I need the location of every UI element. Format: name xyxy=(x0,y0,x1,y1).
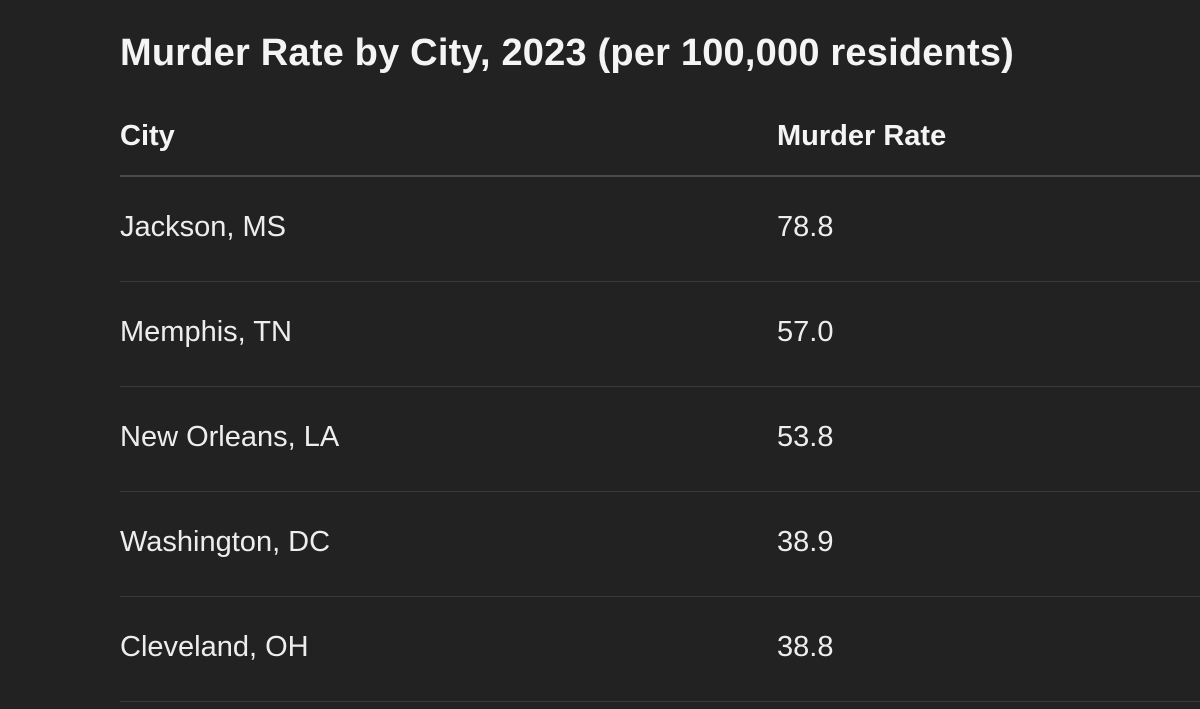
cell-city: Cleveland, OH xyxy=(120,631,309,663)
cell-murder-rate: 53.8 xyxy=(777,421,834,453)
column-header-city: City xyxy=(120,120,175,152)
cell-murder-rate: 38.8 xyxy=(777,631,834,663)
table-title: Murder Rate by City, 2023 (per 100,000 r… xyxy=(120,32,1015,74)
data-table: City Murder Rate Jackson, MS 78.8 Memphi… xyxy=(120,100,1200,702)
cell-murder-rate: 57.0 xyxy=(777,316,834,348)
cell-city: New Orleans, LA xyxy=(120,421,340,453)
cell-city: Jackson, MS xyxy=(120,211,286,243)
table-row: Washington, DC 38.9 xyxy=(120,492,1200,597)
cell-murder-rate: 78.8 xyxy=(777,211,834,243)
cell-city: Memphis, TN xyxy=(120,316,292,348)
table-row: New Orleans, LA 53.8 xyxy=(120,387,1200,492)
column-header-murder-rate: Murder Rate xyxy=(777,120,947,152)
table-header-row: City Murder Rate xyxy=(120,100,1200,177)
table-row: Jackson, MS 78.8 xyxy=(120,177,1200,282)
cell-murder-rate: 38.9 xyxy=(777,526,834,558)
cell-city: Washington, DC xyxy=(120,526,331,558)
table-row: Cleveland, OH 38.8 xyxy=(120,597,1200,702)
table-row: Memphis, TN 57.0 xyxy=(120,282,1200,387)
